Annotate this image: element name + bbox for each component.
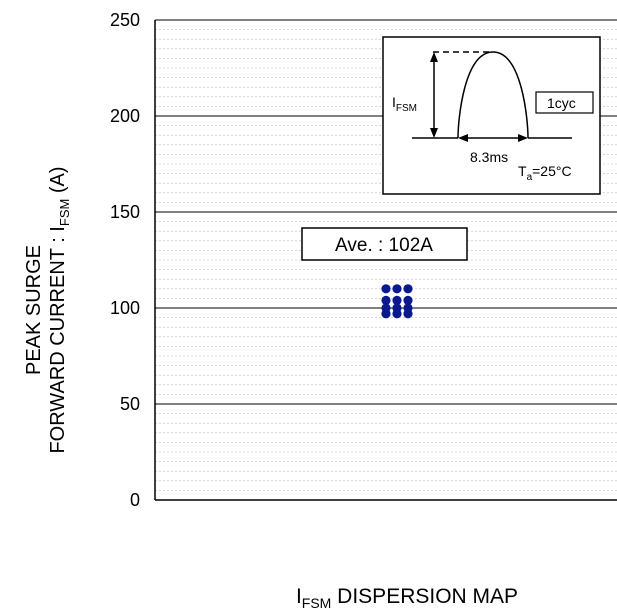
- data-point: [392, 309, 402, 319]
- cycle-label-box: [535, 91, 594, 114]
- arrow-up-icon: [430, 52, 438, 62]
- average-annotation: Ave. : 102A: [335, 235, 433, 256]
- average-annotation-box: [301, 227, 468, 261]
- cycle-label: 1cyc: [547, 95, 576, 111]
- y-tick-label: 200: [110, 106, 140, 126]
- data-point: [381, 295, 391, 305]
- inset-frame: [382, 36, 601, 195]
- inset-ifsm-label: IFSM: [392, 94, 417, 114]
- temperature-label: Ta=25°C: [518, 163, 572, 183]
- data-point: [392, 295, 402, 305]
- y-axis-label: PEAK SURGE FORWARD CURRENT : IFSM (A): [23, 166, 72, 453]
- y-tick-labels: 0 50 100 150 200 250: [110, 10, 140, 510]
- duration-label: 8.3ms: [470, 149, 508, 165]
- data-points: [381, 284, 413, 319]
- y-tick-label: 250: [110, 10, 140, 30]
- inset-waveform-box: IFSM 1cyc 8.3ms Ta=25°C: [382, 36, 601, 195]
- half-sine-pulse: [457, 51, 529, 139]
- y-tick-label: 0: [130, 490, 140, 510]
- data-point: [392, 284, 402, 294]
- y-tick-label: 50: [120, 394, 140, 414]
- data-point: [403, 284, 413, 294]
- arrow-down-icon: [430, 128, 438, 138]
- x-axis-label: IFSM DISPERSION MAP: [296, 585, 518, 611]
- data-point: [403, 295, 413, 305]
- arrow-right-icon: [518, 134, 528, 142]
- data-point: [381, 309, 391, 319]
- arrow-left-icon: [458, 134, 468, 142]
- y-axis-label-line1: PEAK SURGE: [23, 245, 45, 375]
- y-axis-label-line2: FORWARD CURRENT : IFSM (A): [47, 166, 72, 453]
- y-tick-label: 150: [110, 202, 140, 222]
- data-point: [381, 284, 391, 294]
- y-tick-label: 100: [110, 298, 140, 318]
- data-point: [403, 309, 413, 319]
